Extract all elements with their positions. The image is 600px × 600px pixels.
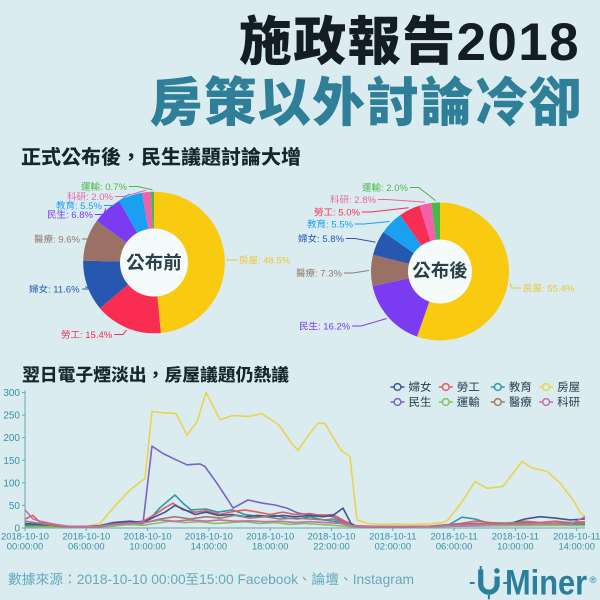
svg-text:100: 100	[3, 478, 20, 489]
svg-text:2018-10-11: 2018-10-11	[430, 531, 477, 542]
svg-text:2018-10-10 00:00: 2018-10-10 00:00	[77, 572, 186, 587]
svg-text:2018-10-10: 2018-10-10	[62, 531, 110, 542]
svg-text:: 15.4%: : 15.4%	[80, 330, 113, 341]
svg-text:2018-10-11: 2018-10-11	[553, 531, 600, 542]
svg-text:2018: 2018	[457, 13, 581, 72]
svg-text:10:00:00: 10:00:00	[497, 541, 534, 552]
svg-text:10:00:00: 10:00:00	[129, 541, 166, 552]
svg-text:14:00:00: 14:00:00	[191, 541, 228, 552]
svg-text:®: ®	[590, 575, 597, 586]
svg-text:: 5.8%: : 5.8%	[317, 234, 344, 245]
svg-text:: 6.8%: : 6.8%	[66, 210, 93, 221]
svg-text:02:00:00: 02:00:00	[375, 541, 412, 552]
svg-text:: 0.7%: : 0.7%	[100, 182, 127, 193]
svg-text:: 9.6%: : 9.6%	[53, 234, 80, 245]
svg-text:0: 0	[14, 524, 20, 535]
svg-text:2018-10-11: 2018-10-11	[369, 531, 416, 542]
svg-text:Miner: Miner	[505, 563, 587, 600]
svg-text:150: 150	[3, 456, 20, 467]
svg-text:15:00 Facebook: 15:00 Facebook	[199, 572, 298, 587]
svg-text:: 55.4%: : 55.4%	[542, 283, 575, 294]
svg-text:2018-10-10: 2018-10-10	[246, 531, 294, 542]
svg-text:Instagram: Instagram	[353, 572, 414, 587]
svg-text:2018-10-10: 2018-10-10	[1, 531, 49, 542]
svg-text:: 2.8%: : 2.8%	[349, 195, 376, 206]
svg-text:: 2.0%: : 2.0%	[381, 183, 408, 194]
svg-text:: 5.5%: : 5.5%	[326, 219, 353, 230]
svg-text:2018-10-10: 2018-10-10	[185, 531, 233, 542]
svg-text:: 2.0%: : 2.0%	[86, 192, 113, 203]
svg-text:06:00:00: 06:00:00	[436, 541, 473, 552]
svg-text:: 16.2%: : 16.2%	[318, 321, 351, 332]
svg-text:06:00:00: 06:00:00	[68, 541, 105, 552]
svg-text:22:00:00: 22:00:00	[313, 541, 350, 552]
svg-text:: 7.3%: : 7.3%	[315, 268, 342, 279]
svg-text:: 48.5%: : 48.5%	[258, 255, 291, 266]
svg-text:200: 200	[3, 433, 20, 444]
svg-text:2018-10-10: 2018-10-10	[124, 531, 172, 542]
svg-text:: 5.0%: : 5.0%	[333, 207, 360, 218]
svg-text:2018-10-10: 2018-10-10	[308, 531, 356, 542]
svg-text:300: 300	[3, 388, 20, 399]
svg-text:250: 250	[3, 411, 20, 422]
svg-text:14:00:00: 14:00:00	[558, 541, 595, 552]
svg-text:2018-10-11: 2018-10-11	[492, 531, 539, 542]
svg-text:50: 50	[9, 501, 21, 512]
svg-text:18:00:00: 18:00:00	[252, 541, 289, 552]
svg-text:: 5.5%: : 5.5%	[75, 201, 102, 212]
svg-text:00:00:00: 00:00:00	[7, 541, 44, 552]
svg-text:: 11.6%: : 11.6%	[48, 284, 80, 295]
